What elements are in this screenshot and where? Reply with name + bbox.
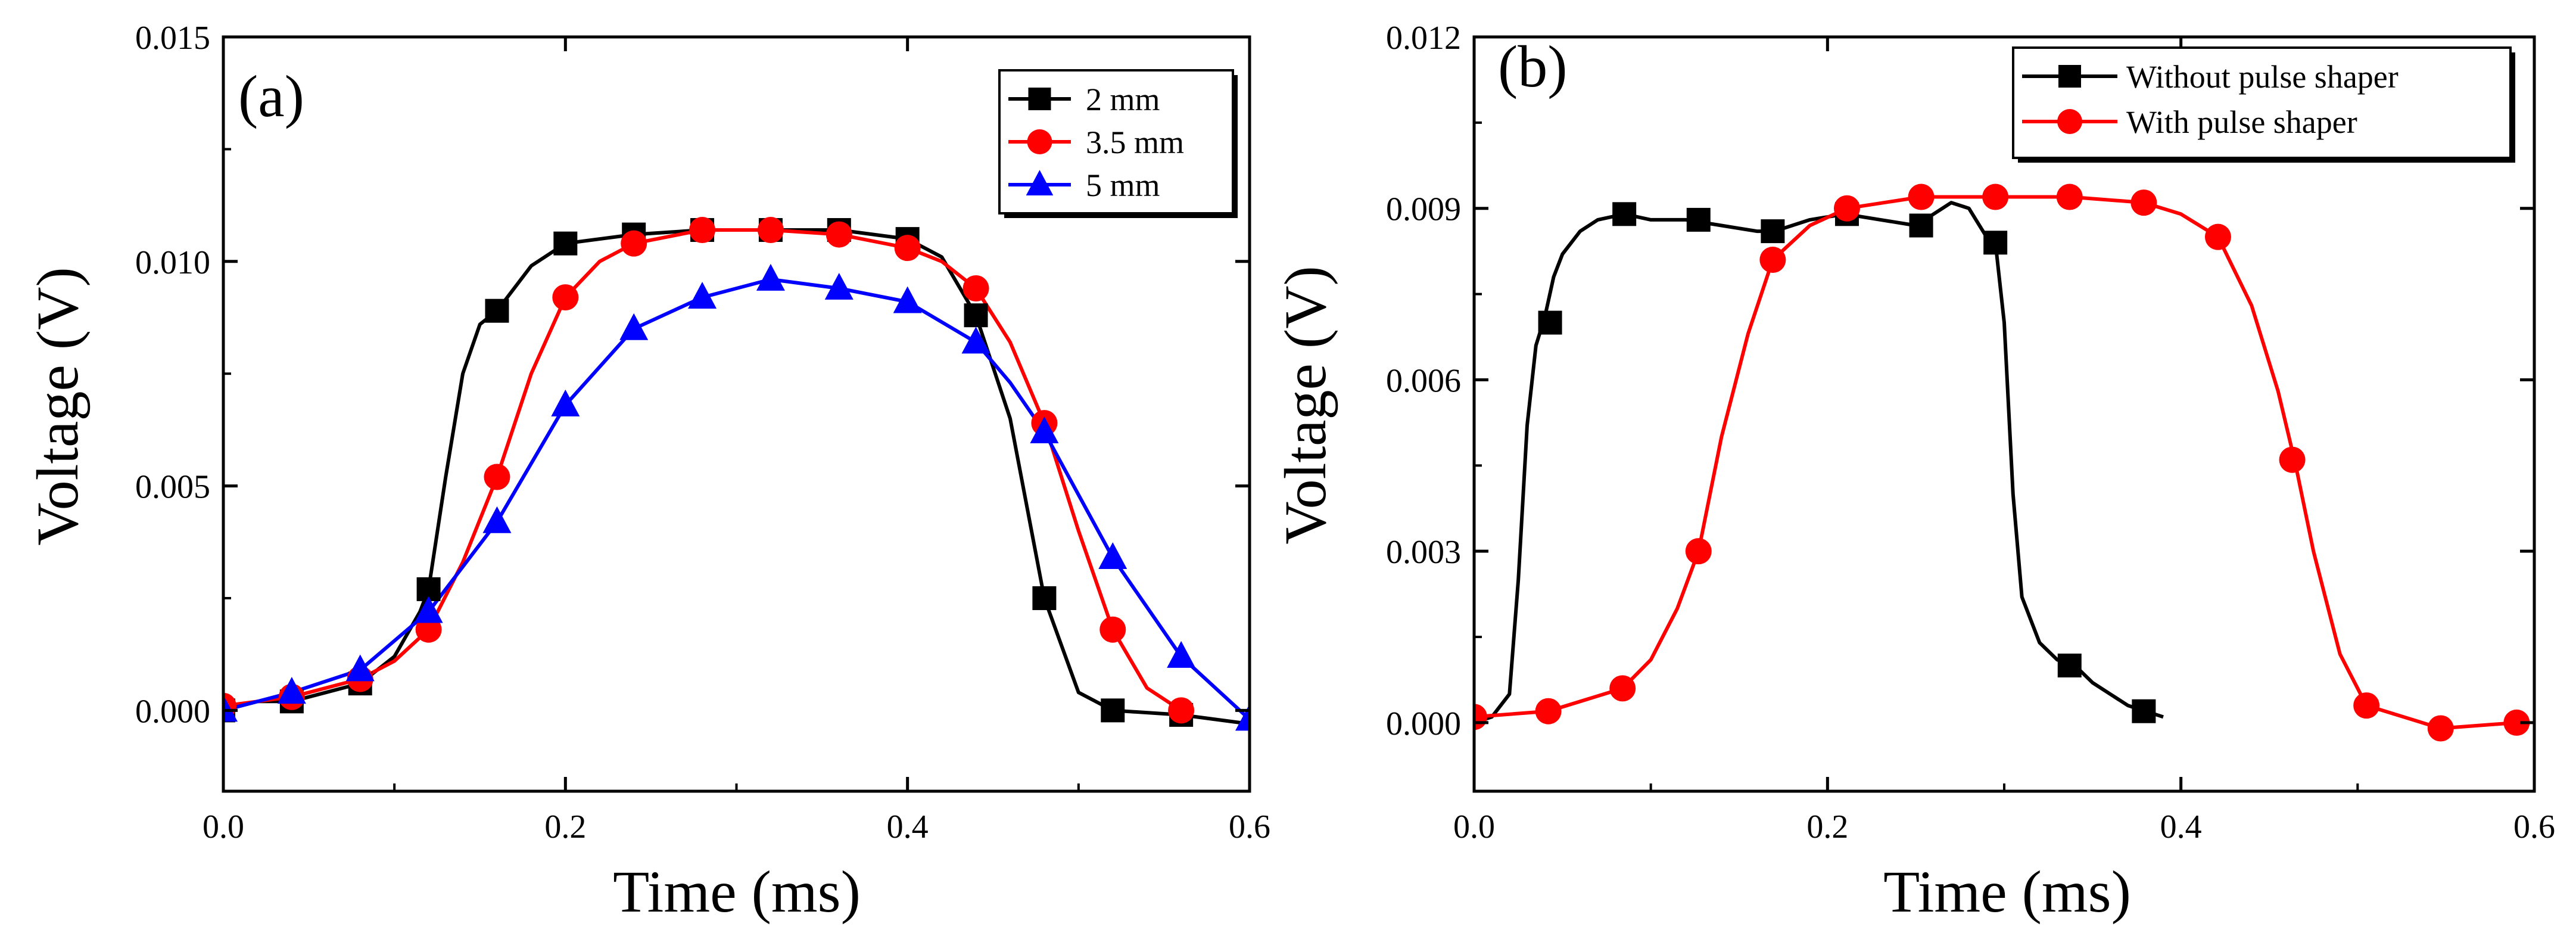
data-point-a-2-11 xyxy=(961,326,990,354)
data-point-b-1-12 xyxy=(2353,692,2380,719)
y-axis-title-b: Voltage (V) xyxy=(1272,266,1338,544)
legend-label-a-0: 2 mm xyxy=(1086,82,1160,117)
data-point-b-0-5 xyxy=(1909,213,1933,238)
y-tick-label-b-2: 0.006 xyxy=(1386,362,1461,399)
x-tick-label-b-1: 0.2 xyxy=(1806,808,1848,845)
y-tick-label-b-4: 0.012 xyxy=(1386,20,1461,57)
data-point-b-0-3 xyxy=(1761,219,1785,244)
data-point-b-1-6 xyxy=(1908,184,1935,210)
x-tick-label-b-0: 0.0 xyxy=(1453,808,1495,845)
data-point-a-1-9 xyxy=(826,221,852,248)
data-point-a-1-6 xyxy=(621,230,647,257)
data-point-a-2-2 xyxy=(345,654,375,682)
data-point-b-1-13 xyxy=(2427,715,2454,742)
data-point-a-2-10 xyxy=(893,286,922,313)
data-point-a-0-12 xyxy=(1032,586,1057,610)
data-point-b-1-5 xyxy=(1833,195,1860,222)
chart-panel-b: (b) Time (ms) Voltage (V) 0.0 0.2 0.4 0.6 0.… xyxy=(1272,20,2555,925)
legend-box-b xyxy=(2012,46,2512,159)
plot-area-a xyxy=(223,217,1250,731)
y-axis-title-a: Voltage (V) xyxy=(24,267,91,545)
data-point-b-1-4 xyxy=(1759,247,1786,273)
data-point-b-0-7 xyxy=(2057,654,2082,677)
series-line-a-0 xyxy=(223,228,1250,726)
data-point-a-2-0 xyxy=(223,695,238,722)
data-point-a-2-1 xyxy=(277,677,306,704)
chart-panel-a: (a) Time (ms) Voltage (V) 0.0 0.2 0.4 0.6 0.… xyxy=(24,20,1270,925)
series-line-a-2 xyxy=(223,277,1250,721)
data-point-a-1-8 xyxy=(757,217,784,244)
legend-marker-a-1 xyxy=(1027,129,1052,154)
data-point-a-0-5 xyxy=(553,231,578,256)
x-tick-label-a-1: 0.2 xyxy=(544,808,586,845)
legend-label-b-1: With pulse shaper xyxy=(2126,104,2357,140)
legend-marker-a-2 xyxy=(1026,170,1054,195)
y-tick-label-b-3: 0.009 xyxy=(1386,191,1461,228)
y-tick-label-b-1: 0.003 xyxy=(1386,534,1461,571)
series-line-b-1 xyxy=(1474,195,2517,730)
series-line-b-0 xyxy=(1474,201,2164,724)
data-point-a-2-7 xyxy=(688,282,717,309)
data-point-b-0-2 xyxy=(1686,207,1711,232)
legend-a: 2 mm 3.5 mm 5 mm xyxy=(998,69,1238,218)
data-point-b-1-8 xyxy=(2056,184,2083,210)
data-point-a-0-11 xyxy=(964,303,988,328)
data-point-a-0-4 xyxy=(485,298,509,323)
data-point-b-1-10 xyxy=(2204,223,2231,250)
panel-label-a: (a) xyxy=(238,63,304,129)
data-point-a-1-13 xyxy=(1099,616,1126,643)
legend-marker-b-0 xyxy=(2058,65,2081,88)
y-tick-label-a-1: 0.005 xyxy=(135,469,210,506)
data-point-a-1-3 xyxy=(415,616,442,643)
y-tick-label-b-0: 0.000 xyxy=(1386,705,1461,742)
legend-label-a-1: 3.5 mm xyxy=(1086,125,1184,160)
data-point-a-2-3 xyxy=(414,596,443,623)
y-tick-label-a-2: 0.010 xyxy=(135,244,210,281)
data-point-b-1-1 xyxy=(1535,698,1562,724)
data-point-a-1-7 xyxy=(689,217,716,244)
legend-label-b-0: Without pulse shaper xyxy=(2126,59,2399,95)
plot-area-b xyxy=(1474,184,2530,742)
data-point-b-1-3 xyxy=(1685,538,1712,565)
data-point-b-1-7 xyxy=(1982,184,2009,210)
data-point-a-2-6 xyxy=(619,313,649,340)
data-point-a-2-15 xyxy=(1235,704,1250,731)
data-point-a-2-8 xyxy=(756,263,785,291)
data-point-a-1-10 xyxy=(894,235,921,262)
legend-marker-a-0 xyxy=(1028,88,1051,110)
data-point-a-2-14 xyxy=(1167,640,1196,668)
data-point-a-1-4 xyxy=(484,464,510,490)
data-point-b-1-11 xyxy=(2279,446,2306,473)
data-point-a-0-13 xyxy=(1101,698,1125,723)
x-tick-label-b-3: 0.6 xyxy=(2513,808,2555,845)
data-point-a-2-12 xyxy=(1030,416,1059,444)
legend-b: Without pulse shaper With pulse shaper xyxy=(2012,46,2515,163)
data-point-a-1-11 xyxy=(963,275,989,301)
y-tick-label-a-3: 0.015 xyxy=(135,20,210,57)
x-tick-label-a-0: 0.0 xyxy=(203,808,244,845)
data-point-b-1-9 xyxy=(2130,189,2157,216)
legend-label-a-2: 5 mm xyxy=(1086,167,1160,203)
data-point-a-2-9 xyxy=(824,272,854,300)
legend-marker-b-1 xyxy=(2057,109,2082,134)
x-tick-label-a-3: 0.6 xyxy=(1229,808,1270,845)
data-point-a-2-5 xyxy=(551,389,580,416)
data-point-b-0-8 xyxy=(2132,699,2156,723)
y-tick-label-a-0: 0.000 xyxy=(135,693,210,730)
data-point-a-1-5 xyxy=(552,284,579,311)
x-axis-title-b: Time (ms) xyxy=(1883,859,2131,925)
data-point-b-0-6 xyxy=(1983,231,2008,255)
data-point-b-1-2 xyxy=(1609,675,1636,702)
x-tick-label-b-2: 0.4 xyxy=(2160,808,2202,845)
data-point-b-0-0 xyxy=(1538,310,1562,335)
data-point-a-2-4 xyxy=(482,506,512,533)
x-tick-label-a-2: 0.4 xyxy=(887,808,929,845)
x-axis-title-a: Time (ms) xyxy=(613,859,861,925)
data-point-a-1-14 xyxy=(1168,697,1195,724)
panel-label-b: (b) xyxy=(1498,33,1568,99)
data-point-a-2-13 xyxy=(1098,542,1127,570)
data-point-b-1-14 xyxy=(2503,709,2530,736)
data-point-b-0-1 xyxy=(1612,202,1637,226)
